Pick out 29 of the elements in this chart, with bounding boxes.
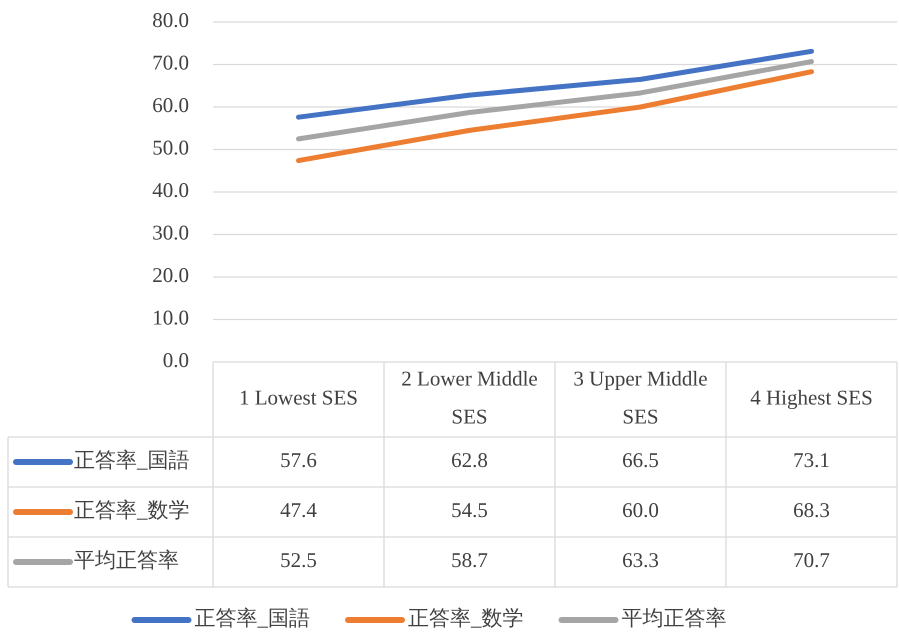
- legend-label: 正答率_国語: [74, 448, 190, 472]
- x-tick-label: 3 Upper Middle SES: [573, 366, 708, 428]
- text: 0.0: [162, 348, 189, 372]
- legend: 正答率_国語 正答率_数学 平均正答率: [132, 606, 726, 630]
- data-label: 66.5: [622, 448, 659, 472]
- data-label: 73.1: [793, 448, 830, 472]
- data-label: 68.3: [793, 498, 830, 522]
- data-label: 47.4: [280, 498, 318, 522]
- data-label: 54.5: [451, 498, 488, 522]
- x-tick-label: 4 Highest SES: [750, 385, 873, 410]
- text: 10.0: [152, 305, 189, 330]
- legend-label: 平均正答率: [74, 548, 179, 572]
- x-tick-label: 1 Lowest SES: [238, 385, 358, 410]
- text: 70.0: [152, 50, 189, 74]
- data-label: 63.3: [622, 548, 659, 572]
- data-label: 58.7: [451, 548, 488, 572]
- text: 30.0: [152, 220, 189, 244]
- text: 50.0: [152, 135, 189, 160]
- data-label: 60.0: [622, 498, 659, 522]
- legend-label: 正答率_数学: [74, 498, 190, 522]
- data-label: 57.6: [280, 448, 317, 472]
- x-tick-label: 2 Lower Middle SES: [401, 366, 538, 428]
- data-label: 70.7: [793, 548, 830, 572]
- text: 60.0: [152, 92, 189, 117]
- text: 80.0: [152, 8, 189, 32]
- text: 40.0: [152, 178, 189, 202]
- data-label: 62.8: [451, 448, 488, 472]
- data-label: 52.5: [280, 548, 317, 572]
- text: 20.0: [152, 262, 189, 287]
